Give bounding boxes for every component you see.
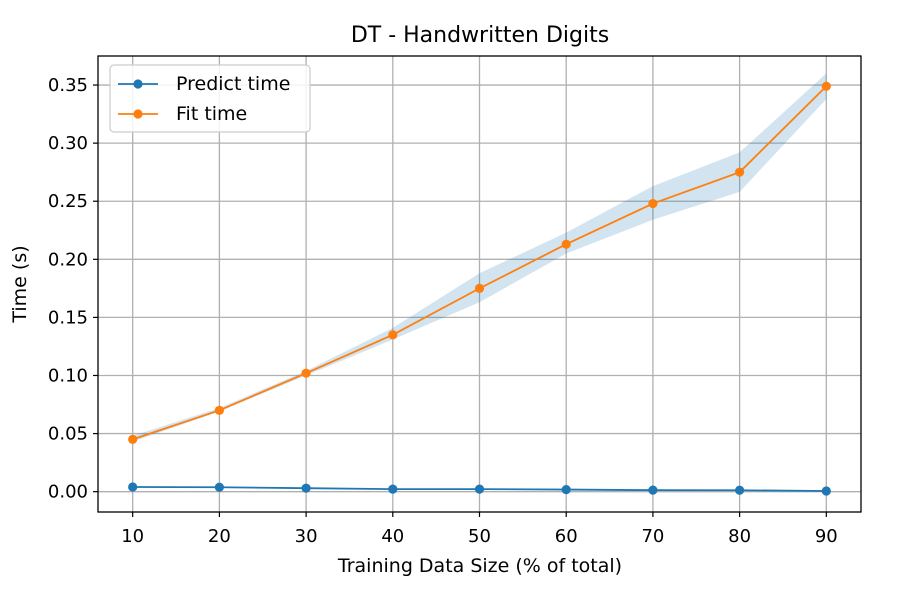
data-point bbox=[388, 330, 398, 340]
legend: Predict time Fit time bbox=[109, 64, 311, 133]
x-tick-label: 40 bbox=[381, 526, 404, 547]
data-point bbox=[214, 482, 224, 492]
x-axis-ticks: 10 20 30 40 50 60 70 80 90 bbox=[121, 512, 838, 547]
y-tick-label: 0.30 bbox=[48, 133, 88, 154]
legend-label: Predict time bbox=[176, 73, 290, 95]
y-tick-label: 0.35 bbox=[48, 75, 88, 96]
y-tick-label: 0.25 bbox=[48, 191, 88, 212]
y-axis-ticks: 0.00 0.05 0.10 0.15 0.20 0.25 0.30 0.35 bbox=[48, 75, 98, 503]
x-tick-label: 50 bbox=[468, 526, 491, 547]
data-point bbox=[301, 483, 311, 493]
data-point bbox=[214, 405, 224, 415]
data-point bbox=[821, 81, 831, 91]
x-tick-label: 90 bbox=[815, 526, 838, 547]
data-point bbox=[388, 484, 398, 494]
data-point bbox=[301, 368, 311, 378]
data-point bbox=[128, 434, 138, 444]
x-tick-label: 30 bbox=[295, 526, 318, 547]
legend-label: Fit time bbox=[176, 103, 247, 125]
y-tick-label: 0.10 bbox=[48, 365, 88, 386]
x-tick-label: 80 bbox=[728, 526, 751, 547]
y-axis-label: Time (s) bbox=[9, 245, 31, 323]
series-markers bbox=[128, 81, 831, 496]
y-tick-label: 0.20 bbox=[48, 249, 88, 270]
legend-marker bbox=[133, 79, 143, 89]
data-point bbox=[561, 239, 571, 249]
chart-title: DT - Handwritten Digits bbox=[351, 23, 609, 48]
y-tick-label: 0.05 bbox=[48, 424, 88, 445]
data-point bbox=[561, 484, 571, 495]
x-tick-label: 60 bbox=[555, 526, 578, 547]
data-point bbox=[474, 283, 485, 293]
data-point bbox=[821, 486, 831, 496]
x-tick-label: 10 bbox=[121, 526, 144, 547]
data-point bbox=[128, 482, 138, 492]
data-point bbox=[648, 485, 658, 495]
data-point bbox=[648, 198, 658, 209]
data-point bbox=[735, 167, 745, 177]
data-point bbox=[735, 485, 745, 495]
legend-marker bbox=[133, 109, 143, 119]
x-tick-label: 70 bbox=[641, 526, 664, 547]
y-tick-label: 0.15 bbox=[48, 307, 88, 328]
legend-box bbox=[109, 64, 311, 133]
data-point bbox=[474, 484, 485, 494]
x-tick-label: 20 bbox=[208, 526, 231, 547]
x-axis-label: Training Data Size (% of total) bbox=[337, 555, 622, 577]
y-tick-label: 0.00 bbox=[48, 482, 88, 503]
